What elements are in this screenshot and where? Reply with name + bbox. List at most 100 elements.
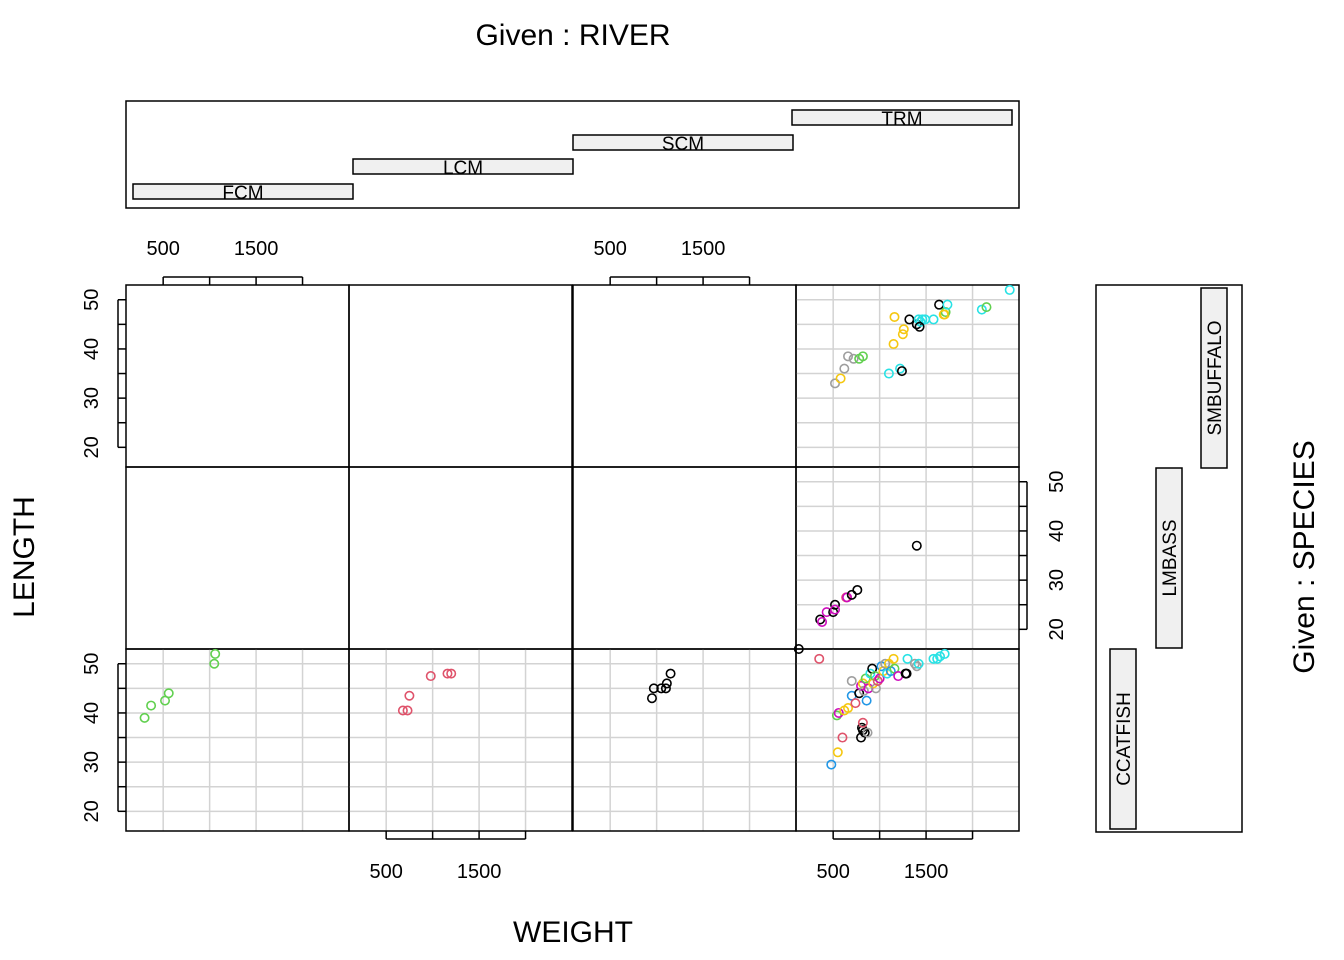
panel-border (125, 284, 350, 468)
y-tick-label: 50 (81, 289, 103, 311)
species-level-bar (1200, 287, 1228, 469)
series-lcm-ccatfish (397, 668, 457, 716)
panel-scm-lmbass (572, 466, 797, 650)
y-axis-right-lmbass: 20 30 40 50 (1019, 471, 1068, 640)
data-point (404, 690, 415, 701)
data-point (661, 678, 672, 689)
species-level-smbuffalo: SMBUFFALO (1200, 287, 1228, 469)
y-tick-label: 40 (81, 338, 103, 360)
data-point (843, 703, 854, 714)
data-point (843, 351, 854, 362)
data-point (826, 759, 837, 770)
data-point (928, 653, 939, 664)
data-point (139, 712, 150, 723)
species-level-label: SMBUFFALO (1205, 320, 1226, 435)
data-point (660, 683, 671, 694)
data-point (896, 366, 907, 377)
data-point (901, 668, 912, 679)
y-tick-label: 20 (1046, 618, 1068, 640)
series-trm-smbuffalo (830, 284, 1015, 389)
species-level-bar (1109, 648, 1137, 830)
data-point (981, 302, 992, 313)
data-point (835, 373, 846, 384)
data-point (857, 678, 868, 689)
data-point (1004, 284, 1015, 295)
title-river: Given : RIVER (475, 19, 670, 52)
data-point (830, 378, 841, 389)
panel-border (572, 466, 797, 650)
river-level-bar (791, 109, 1013, 126)
x-tick-label: 500 (816, 861, 849, 883)
data-point (888, 339, 899, 350)
y-tick-label: 40 (1046, 520, 1068, 542)
data-point (817, 616, 828, 627)
x-tick-label: 500 (146, 238, 179, 260)
data-point (209, 658, 220, 669)
y-tick-label: 30 (81, 751, 103, 773)
data-point (889, 311, 900, 322)
panel-border (125, 466, 350, 650)
data-point (857, 717, 868, 728)
data-point (872, 675, 883, 686)
x-tick-label: 500 (593, 238, 626, 260)
data-point (831, 710, 842, 721)
x-axis-top-scm: 500 1500 (593, 238, 751, 285)
y-axis-title: LENGTH (8, 496, 41, 618)
species-given-panel: CCATFISH LMBASS SMBUFFALO (1095, 284, 1243, 833)
y-tick-label: 50 (81, 653, 103, 675)
data-point (837, 732, 848, 743)
river-level-trm: TRM (791, 109, 1013, 130)
data-point (146, 700, 157, 711)
x-axis-bottom-trm: 500 1500 (816, 831, 974, 883)
data-point (928, 314, 939, 325)
y-tick-label: 20 (81, 436, 103, 458)
river-level-bar (572, 134, 794, 151)
data-point (665, 668, 676, 679)
data-point (402, 705, 413, 716)
panel-trm-ccatfish (795, 648, 1020, 832)
x-tick-label: 1500 (234, 238, 279, 260)
panel-scm-ccatfish (572, 648, 797, 832)
panel-border (348, 284, 573, 468)
data-point (830, 604, 841, 615)
river-level-fcm: FCM (132, 183, 354, 204)
data-point (846, 589, 857, 600)
y-tick-label: 30 (81, 387, 103, 409)
x-axis-bottom-lcm: 500 1500 (369, 831, 527, 883)
data-point (656, 683, 667, 694)
river-level-label: LCM (443, 158, 483, 179)
panel-scm-smbuffalo (572, 284, 797, 468)
data-point (939, 648, 950, 659)
series-trm-ccatfish (814, 648, 950, 770)
data-point (397, 705, 408, 716)
panel-lcm-lmbass (348, 466, 573, 650)
data-point (888, 653, 899, 664)
panel-trm-smbuffalo (795, 284, 1020, 468)
data-point (913, 658, 924, 669)
data-point (830, 599, 841, 610)
data-point (852, 584, 863, 595)
x-axis-title: WEIGHT (513, 916, 633, 949)
series-trm-lmbass (793, 540, 922, 654)
data-point (895, 363, 906, 374)
y-tick-label: 30 (1046, 569, 1068, 591)
data-point (793, 643, 804, 654)
panel-border (795, 648, 1020, 832)
panel-lcm-ccatfish (348, 648, 573, 832)
data-point (913, 314, 924, 325)
data-point (911, 540, 922, 551)
species-level-label: LMBASS (1160, 519, 1181, 596)
x-axis-top-fcm: 500 1500 (146, 238, 304, 285)
data-point (163, 688, 174, 699)
x-tick-label: 1500 (681, 238, 726, 260)
data-point (932, 653, 943, 664)
data-point (942, 299, 953, 310)
panel-border (125, 648, 350, 832)
x-tick-label: 500 (369, 861, 402, 883)
data-point (815, 614, 826, 625)
data-point (648, 683, 659, 694)
data-point (861, 695, 872, 706)
data-point (862, 727, 873, 738)
data-point (839, 363, 850, 374)
